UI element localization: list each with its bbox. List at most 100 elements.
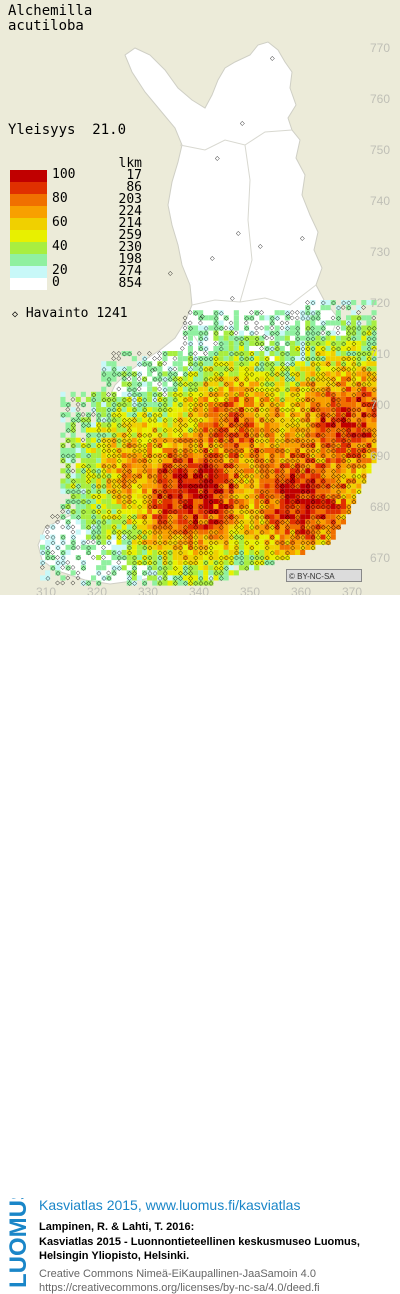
legend-count: 274 bbox=[118, 264, 142, 279]
observation-marker: ◇ bbox=[245, 387, 250, 393]
observation-marker: ◇ bbox=[86, 464, 91, 470]
observation-marker: ◇ bbox=[86, 581, 91, 587]
abundance-cell bbox=[264, 371, 270, 377]
abundance-cell bbox=[279, 478, 285, 484]
observation-marker: ◇ bbox=[296, 418, 301, 424]
observation-marker: ◇ bbox=[97, 484, 102, 490]
abundance-cell bbox=[208, 432, 214, 438]
observation-marker: ◇ bbox=[168, 377, 173, 383]
abundance-cell bbox=[295, 549, 301, 555]
observation-marker: ◇ bbox=[331, 347, 336, 353]
abundance-cell bbox=[106, 575, 112, 581]
abundance-cell bbox=[300, 381, 306, 387]
abundance-cell bbox=[162, 351, 168, 357]
abundance-cell bbox=[198, 345, 204, 351]
observation-marker: ◇ bbox=[239, 551, 244, 557]
observation-marker: ◇ bbox=[229, 489, 234, 495]
license-link[interactable]: https://creativecommons.org/licenses/by-… bbox=[39, 1282, 320, 1294]
abundance-cell bbox=[172, 539, 178, 545]
abundance-cell bbox=[371, 437, 377, 443]
observation-marker: ◇ bbox=[352, 474, 357, 480]
abundance-cell bbox=[279, 381, 285, 387]
observation-marker: ◇ bbox=[255, 387, 260, 393]
abundance-cell bbox=[80, 504, 86, 510]
abundance-cell bbox=[269, 391, 275, 397]
abundance-cell bbox=[142, 437, 148, 443]
abundance-cell bbox=[289, 376, 295, 382]
abundance-cell bbox=[126, 402, 132, 408]
observation-marker: ◇ bbox=[214, 326, 219, 332]
observation-marker: ◇ bbox=[153, 525, 158, 531]
abundance-cell bbox=[335, 473, 341, 479]
observation-marker: ◇ bbox=[362, 413, 367, 419]
abundance-cell bbox=[187, 330, 193, 336]
abundance-cell bbox=[310, 376, 316, 382]
observation-marker: ◇ bbox=[336, 464, 341, 470]
observation-marker: ◇ bbox=[367, 377, 372, 383]
abundance-cell bbox=[340, 442, 346, 448]
abundance-cell bbox=[259, 498, 265, 504]
abundance-cell bbox=[182, 366, 188, 372]
observation-marker: ◇ bbox=[97, 540, 102, 546]
observation-marker: ◇ bbox=[178, 494, 183, 500]
abundance-cell bbox=[116, 432, 122, 438]
observation-marker: ◇ bbox=[285, 352, 290, 358]
abundance-cell bbox=[228, 549, 234, 555]
observation-marker: ◇ bbox=[265, 494, 270, 500]
observation-marker: ◇ bbox=[245, 316, 250, 322]
abundance-cell bbox=[167, 565, 173, 571]
abundance-cell bbox=[356, 417, 362, 423]
observation-marker: ◇ bbox=[316, 535, 321, 541]
observation-marker: ◇ bbox=[66, 566, 71, 572]
observation-marker: ◇ bbox=[224, 566, 229, 572]
abundance-grid-cells bbox=[40, 300, 377, 586]
abundance-cell bbox=[244, 463, 250, 469]
observation-marker: ◇ bbox=[86, 423, 91, 429]
abundance-cell bbox=[136, 458, 142, 464]
grid-x-label: 330 bbox=[138, 585, 159, 595]
observation-marker: ◇ bbox=[163, 571, 168, 577]
observation-marker: ◇ bbox=[254, 326, 259, 332]
observation-marker: ◇ bbox=[331, 377, 336, 383]
legend-swatch bbox=[10, 242, 47, 254]
observation-marker: ◇ bbox=[97, 581, 102, 587]
abundance-cell bbox=[157, 519, 163, 525]
abundance-cell bbox=[157, 560, 163, 566]
abundance-cell bbox=[269, 340, 275, 346]
abundance-cell bbox=[274, 509, 280, 515]
observation-marker: ◇ bbox=[229, 464, 234, 470]
observation-marker: ◇ bbox=[158, 515, 163, 521]
observation-marker: ◇ bbox=[194, 443, 199, 449]
observation-marker: ◇ bbox=[259, 326, 264, 332]
abundance-cell bbox=[310, 488, 316, 494]
abundance-cell bbox=[274, 524, 280, 530]
abundance-cell bbox=[254, 509, 260, 515]
observation-marker: ◇ bbox=[214, 520, 219, 526]
abundance-cell bbox=[284, 325, 290, 331]
observation-marker: ◇ bbox=[280, 398, 285, 404]
observation-marker: ◇ bbox=[301, 464, 306, 470]
cc-license-badge[interactable]: © BY-NC-SA bbox=[286, 569, 362, 582]
abundance-cell bbox=[284, 366, 290, 372]
abundance-cell bbox=[55, 565, 61, 571]
abundance-cell bbox=[264, 463, 270, 469]
abundance-cell bbox=[300, 402, 306, 408]
observation-marker: ◇ bbox=[296, 336, 301, 342]
abundance-cell bbox=[198, 396, 204, 402]
abundance-cell bbox=[193, 534, 199, 540]
abundance-cell bbox=[325, 493, 331, 499]
abundance-cell bbox=[136, 402, 142, 408]
abundance-cell bbox=[70, 442, 76, 448]
abundance-cell bbox=[351, 366, 357, 372]
abundance-cell bbox=[198, 468, 204, 474]
abundance-cell bbox=[75, 498, 81, 504]
observation-marker: ◇ bbox=[260, 403, 265, 409]
observation-marker: ◇ bbox=[290, 413, 295, 419]
footer-title-link[interactable]: Kasviatlas 2015, www.luomus.fi/kasviatla… bbox=[39, 1197, 301, 1213]
abundance-cell bbox=[320, 504, 326, 510]
observation-marker: ◇ bbox=[219, 428, 224, 434]
abundance-cell bbox=[238, 412, 244, 418]
abundance-cell bbox=[315, 458, 321, 464]
abundance-cell bbox=[152, 514, 158, 520]
abundance-cell bbox=[121, 453, 127, 459]
